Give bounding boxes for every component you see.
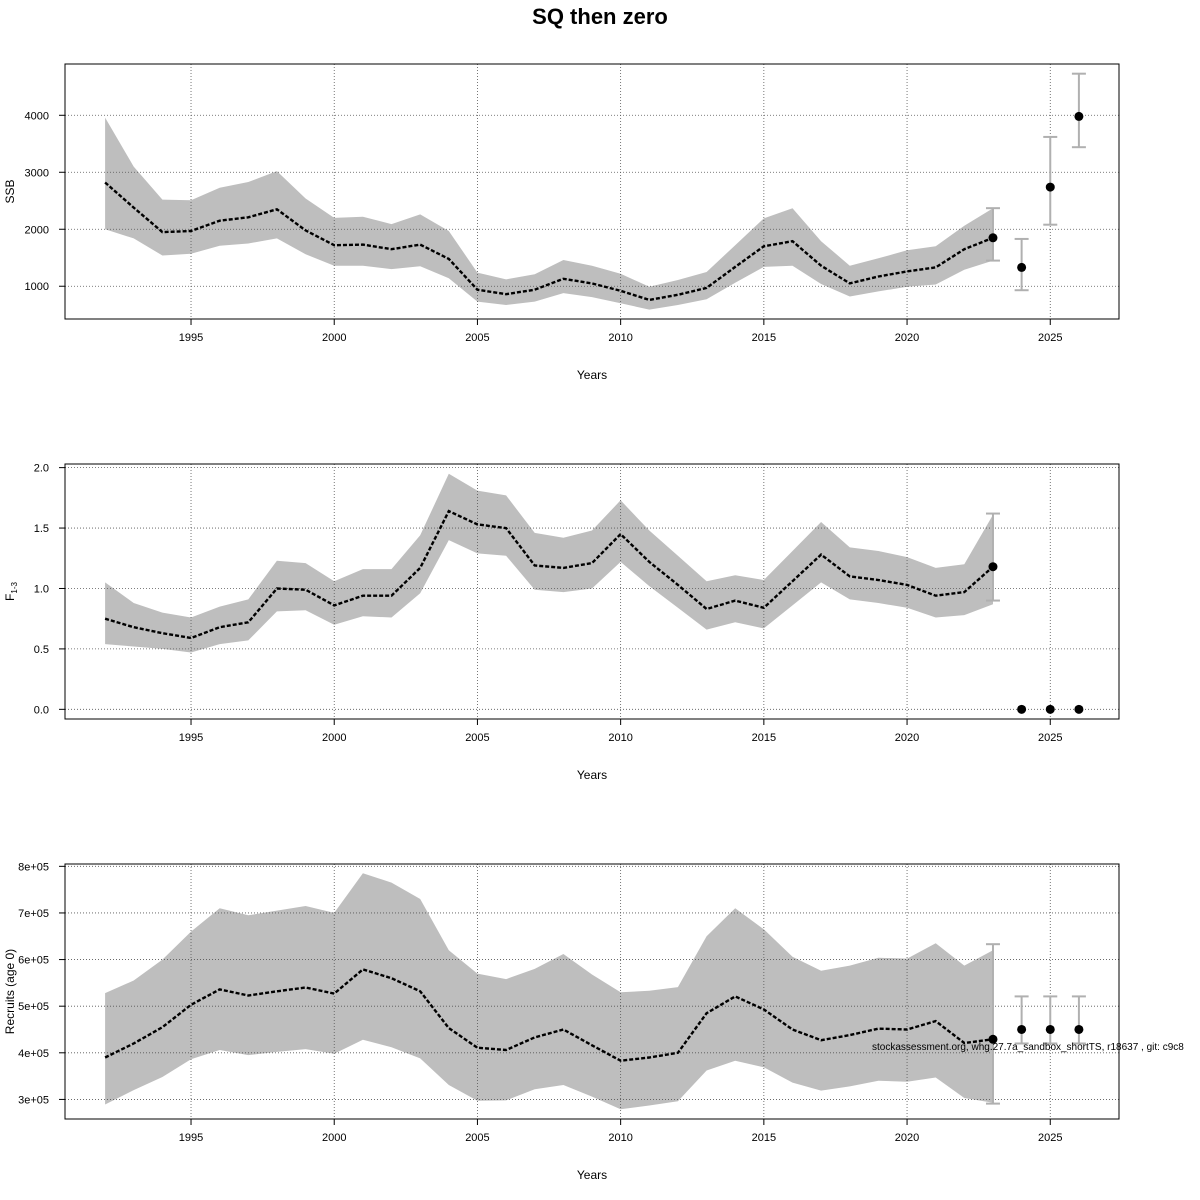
x-tick-label: 2000: [322, 332, 346, 344]
y-tick-label: 2.0: [34, 463, 49, 475]
x-tick-label: 2010: [608, 1132, 632, 1144]
x-tick-label: 2005: [465, 732, 489, 744]
y-tick-label: 1.0: [34, 583, 49, 595]
y-tick-label: 1.5: [34, 523, 49, 535]
forecast-point: [1017, 262, 1027, 272]
x-tick-label: 2000: [322, 1132, 346, 1144]
x-tick-label: 2010: [608, 732, 632, 744]
forecast-point: [1074, 704, 1084, 714]
recruitment-panel: 1995 2000 2005 2010 2015 2020 2025 3e+05 4e+05 5e…: [3, 861, 1120, 1182]
x-tick-label: 1995: [179, 332, 203, 344]
forecast-point: [1017, 1024, 1027, 1034]
y-axis-label: SSB: [3, 179, 17, 203]
x-tick-label: 1995: [179, 1132, 203, 1144]
y-tick-label: 6e+05: [18, 955, 49, 967]
forecast-point: [1045, 1024, 1055, 1034]
plot-frame: [64, 63, 1120, 320]
x-axis-label: Years: [577, 368, 607, 382]
x-tick-label: 2025: [1038, 732, 1062, 744]
forecast-point: [1045, 704, 1055, 714]
x-tick-label: 2020: [895, 1132, 919, 1144]
x-tick-label: 2025: [1038, 332, 1062, 344]
y-tick-label: 4e+05: [18, 1048, 49, 1060]
x-tick-label: 2020: [895, 332, 919, 344]
x-tick-label: 2005: [465, 1132, 489, 1144]
x-tick-label: 2000: [322, 732, 346, 744]
plot-frame: [64, 463, 1120, 720]
x-tick-label: 2015: [752, 332, 776, 344]
estimate-line: [104, 181, 994, 302]
x-tick-label: 1995: [179, 732, 203, 744]
y-axis-label: Recruits (age 0): [3, 949, 17, 1034]
forecast-point: [1074, 1024, 1084, 1034]
forecast-point: [988, 233, 998, 243]
y-tick-label: 0.0: [34, 704, 49, 716]
forecast-point: [988, 562, 998, 572]
y-tick-label: 2000: [25, 224, 49, 236]
y-tick-label: 8e+05: [18, 861, 49, 873]
y-axis-label-subscript: 1-3: [10, 581, 19, 593]
x-tick-label: 2015: [752, 732, 776, 744]
y-tick-label: 0.5: [34, 644, 49, 656]
y-tick-label: 4000: [25, 110, 49, 122]
x-axis-label: Years: [577, 1168, 607, 1182]
estimate-line: [104, 509, 994, 640]
forecast-point: [988, 1034, 998, 1044]
y-tick-label: 7e+05: [18, 908, 49, 920]
confidence-band: [105, 873, 994, 1110]
forecast-point: [1045, 182, 1055, 192]
forecast-point: [1074, 111, 1084, 121]
y-tick-label: 1000: [25, 281, 49, 293]
x-tick-label: 2005: [465, 332, 489, 344]
plot-frame: [64, 863, 1120, 1120]
y-tick-label: 5e+05: [18, 1001, 49, 1013]
fishing-mortality-panel: 1995 2000 2005 2010 2015 2020 2025 0.0 0.5 1.0 1.5…: [3, 463, 1120, 782]
x-tick-label: 2010: [608, 332, 632, 344]
forecast-point: [1017, 704, 1027, 714]
confidence-band: [105, 117, 994, 310]
x-tick-label: 2015: [752, 1132, 776, 1144]
x-tick-label: 2020: [895, 732, 919, 744]
x-axis-label: Years: [577, 768, 607, 782]
y-axis-label: F1-3: [3, 581, 19, 600]
chart-title: SQ then zero: [532, 4, 668, 29]
y-tick-label: 3000: [25, 167, 49, 179]
footnote: stockassessment.org, whg.27.7a_sandbox_s…: [872, 1042, 1184, 1053]
confidence-band: [105, 473, 994, 653]
ssb-panel: 1995 2000 2005 2010 2015 2020 2025 1000 2000 3000…: [3, 63, 1120, 382]
estimate-line: [104, 968, 994, 1062]
x-tick-label: 2025: [1038, 1132, 1062, 1144]
y-tick-label: 3e+05: [18, 1094, 49, 1106]
